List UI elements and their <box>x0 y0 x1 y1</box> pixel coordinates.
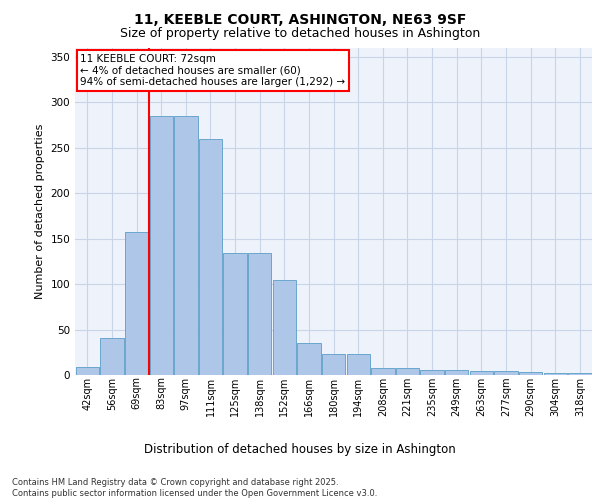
Bar <box>322 354 345 375</box>
Text: Contains HM Land Registry data © Crown copyright and database right 2025.
Contai: Contains HM Land Registry data © Crown c… <box>12 478 377 498</box>
Bar <box>494 372 518 375</box>
Text: 11 KEEBLE COURT: 72sqm
← 4% of detached houses are smaller (60)
94% of semi-deta: 11 KEEBLE COURT: 72sqm ← 4% of detached … <box>80 54 345 87</box>
Text: Distribution of detached houses by size in Ashington: Distribution of detached houses by size … <box>144 442 456 456</box>
Bar <box>519 372 542 375</box>
Bar <box>272 280 296 375</box>
Bar <box>223 253 247 375</box>
Bar <box>396 368 419 375</box>
Bar <box>149 116 173 375</box>
Text: Size of property relative to detached houses in Ashington: Size of property relative to detached ho… <box>120 28 480 40</box>
Text: 11, KEEBLE COURT, ASHINGTON, NE63 9SF: 11, KEEBLE COURT, ASHINGTON, NE63 9SF <box>134 12 466 26</box>
Bar <box>125 232 148 375</box>
Bar <box>544 373 567 375</box>
Bar <box>100 338 124 375</box>
Bar <box>174 116 197 375</box>
Bar <box>421 370 444 375</box>
Bar <box>445 370 469 375</box>
Bar <box>470 372 493 375</box>
Bar <box>199 140 222 375</box>
Bar <box>568 373 592 375</box>
Bar <box>347 354 370 375</box>
Bar <box>76 367 99 375</box>
Y-axis label: Number of detached properties: Number of detached properties <box>35 124 45 299</box>
Bar <box>248 253 271 375</box>
Bar <box>371 368 395 375</box>
Bar <box>297 343 320 375</box>
